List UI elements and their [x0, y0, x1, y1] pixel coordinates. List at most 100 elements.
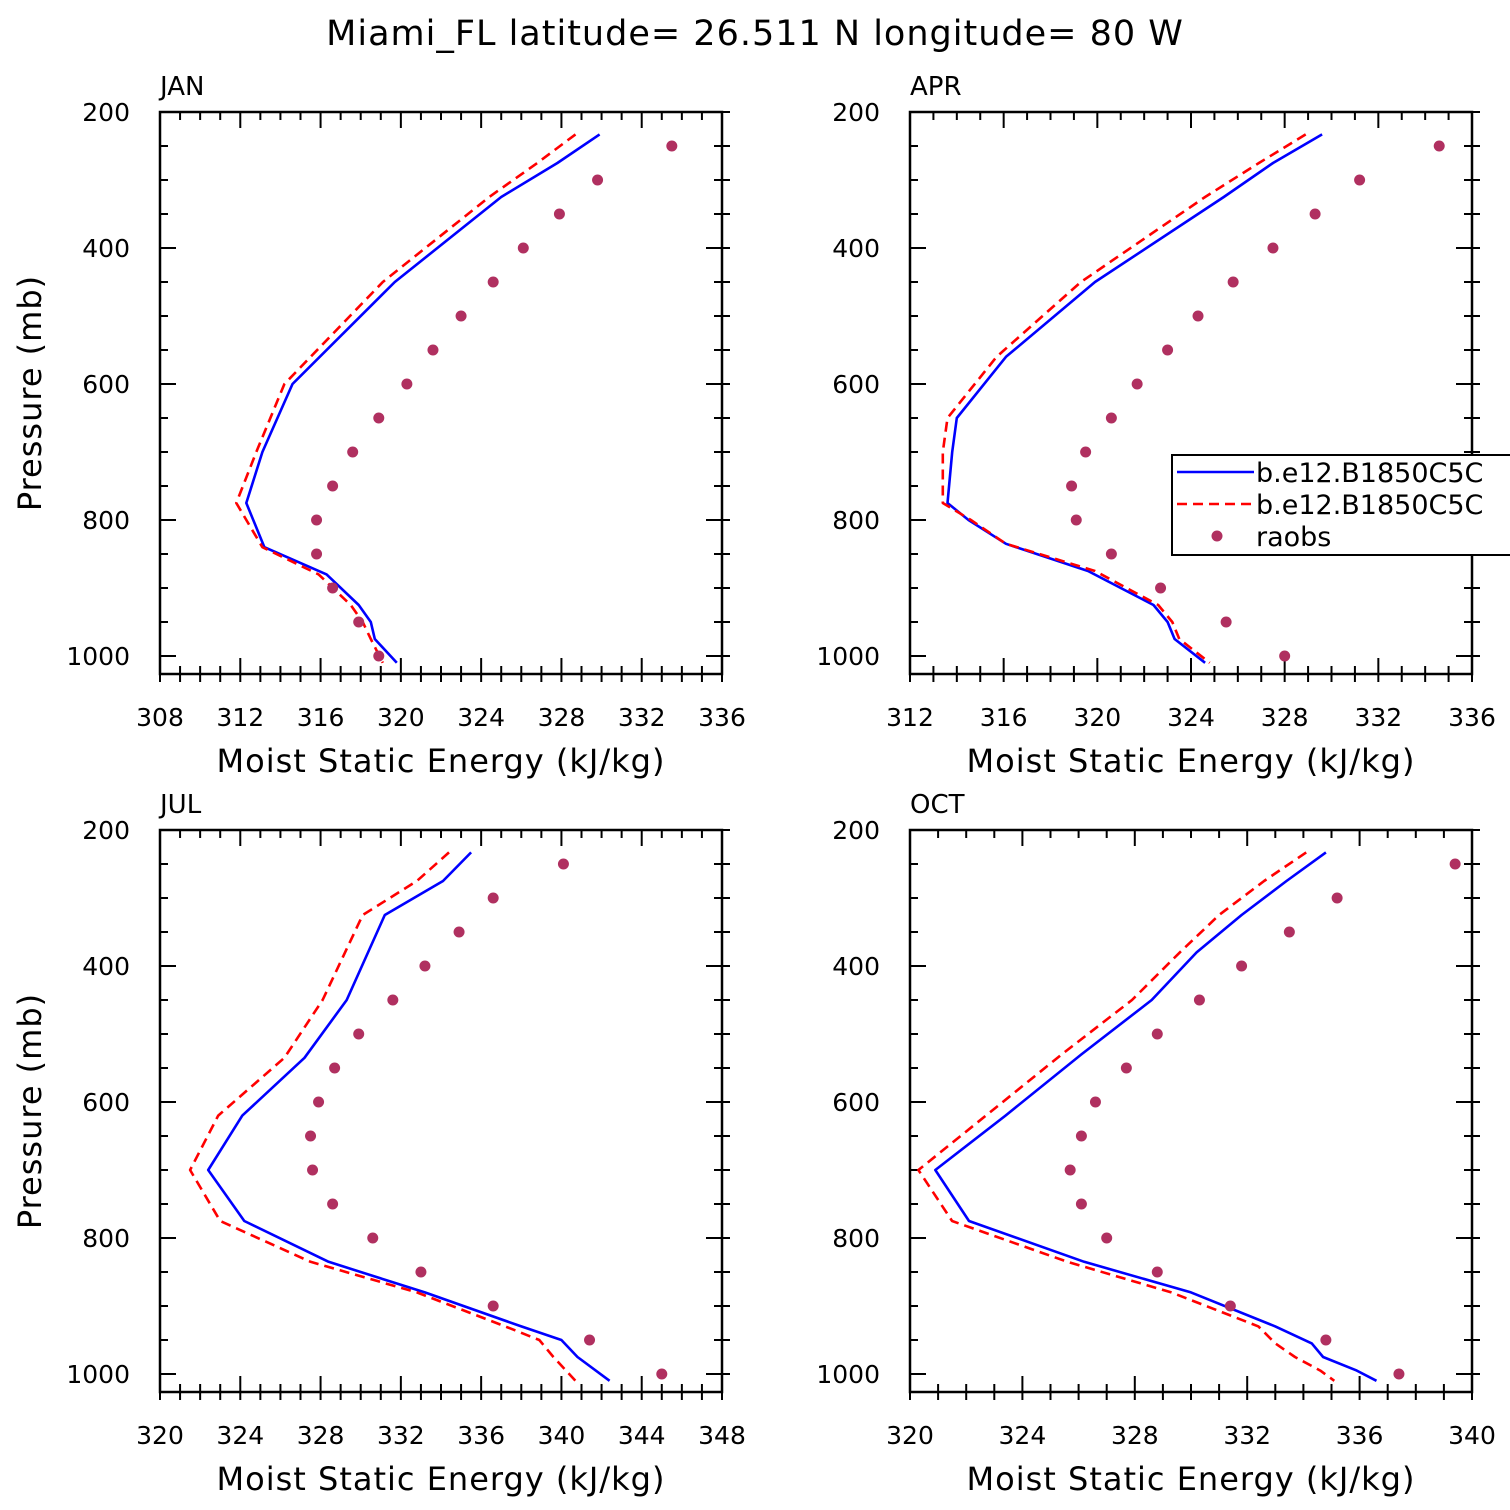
y-tick-label: 800	[82, 1224, 130, 1253]
x-tick-label: 312	[216, 703, 264, 732]
y-tick-label: 600	[832, 1088, 880, 1117]
raobs-point	[373, 650, 385, 662]
raobs-point	[1131, 378, 1143, 390]
x-axis-label: Moist Static Energy (kJ/kg)	[217, 1460, 666, 1498]
x-tick-label: 328	[297, 1421, 345, 1450]
raobs-point	[1101, 1232, 1113, 1244]
raobs-point	[592, 174, 604, 186]
raobs-point	[1075, 1198, 1087, 1210]
y-tick-label: 400	[832, 234, 880, 263]
page-title: Miami_FL latitude= 26.511 N longitude= 8…	[326, 14, 1184, 54]
panel-label: APR	[910, 72, 962, 102]
y-tick-label: 800	[832, 1224, 880, 1253]
x-tick-label: 336	[1448, 703, 1496, 732]
y-tick-label: 800	[82, 506, 130, 535]
series-line-model-1	[933, 851, 1378, 1382]
x-tick-label: 340	[1448, 1421, 1496, 1450]
panel-jan: 308 312 316 320 324 328 332 336 200 400 600 800 1000…	[11, 72, 746, 780]
raobs-point	[1227, 276, 1239, 288]
x-axis-label: Moist Static Energy (kJ/kg)	[967, 1460, 1416, 1498]
raobs-point	[453, 926, 465, 938]
raobs-point	[347, 446, 359, 458]
raobs-point	[353, 1028, 365, 1040]
x-axis-label: Moist Static Energy (kJ/kg)	[967, 742, 1416, 780]
series-line-model-1	[245, 133, 601, 664]
raobs-point	[1283, 926, 1295, 938]
raobs-point	[487, 276, 499, 288]
raobs-point	[1193, 994, 1205, 1006]
y-tick-label: 600	[82, 370, 130, 399]
series-line-model-2	[917, 851, 1336, 1382]
x-tick-label: 332	[1354, 703, 1402, 732]
x-tick-label: 332	[1223, 1421, 1271, 1450]
raobs-point	[1155, 582, 1167, 594]
raobs-point	[1279, 650, 1291, 662]
raobs-point	[327, 480, 339, 492]
raobs-point	[415, 1266, 427, 1278]
x-tick-label: 324	[999, 1421, 1047, 1450]
raobs-point	[1105, 412, 1117, 424]
x-tick-label: 308	[136, 703, 184, 732]
raobs-point	[1331, 892, 1343, 904]
panel-jul: 320 324 328 332 336 340 344 348 200 400 600 800 1000…	[11, 790, 746, 1498]
x-tick-label: 336	[698, 703, 746, 732]
x-tick-label: 340	[538, 1421, 586, 1450]
y-tick-label: 800	[832, 506, 880, 535]
x-tick-label: 328	[538, 703, 586, 732]
raobs-point	[1267, 242, 1279, 254]
panel-oct: 320 324 328 332 336 340 200 400 600 800 1000 OCT Moi…	[816, 790, 1495, 1498]
raobs-point	[311, 514, 323, 526]
panel-label: JUL	[158, 790, 202, 820]
raobs-point	[1151, 1266, 1163, 1278]
y-tick-label: 600	[832, 370, 880, 399]
raobs-point	[487, 892, 499, 904]
raobs-point	[327, 1198, 339, 1210]
raobs-point	[1236, 960, 1248, 972]
x-tick-label: 328	[1111, 1421, 1159, 1450]
panel-label: JAN	[158, 72, 204, 102]
y-tick-label: 200	[82, 98, 130, 127]
plot-data	[188, 851, 668, 1382]
raobs-point	[1080, 446, 1092, 458]
raobs-point	[313, 1096, 325, 1108]
raobs-point	[656, 1368, 668, 1380]
raobs-point	[455, 310, 467, 322]
y-axis-label: Pressure (mb)	[11, 275, 49, 511]
panel-apr: 312 316 320 324 328 332 336 200 400 600 800 1000 APR…	[816, 72, 1495, 780]
y-tick-label: 600	[82, 1088, 130, 1117]
series-line-model-1	[206, 851, 611, 1382]
plot-data	[235, 133, 678, 664]
raobs-point	[373, 412, 385, 424]
panel-label: OCT	[910, 790, 965, 820]
y-tick-label: 1000	[66, 642, 130, 671]
raobs-point	[401, 378, 413, 390]
x-tick-label: 348	[698, 1421, 746, 1450]
y-tick-label: 200	[832, 98, 880, 127]
plot-frame	[908, 828, 1474, 1394]
x-axis-label: Moist Static Energy (kJ/kg)	[217, 742, 666, 780]
raobs-point	[517, 242, 529, 254]
legend-entry-label: b.e12.B1850C5C	[1256, 458, 1483, 489]
y-tick-label: 200	[82, 816, 130, 845]
raobs-point	[557, 858, 569, 870]
y-tick-label: 400	[82, 234, 130, 263]
raobs-point	[1070, 514, 1082, 526]
x-tick-label: 316	[297, 703, 345, 732]
raobs-point	[584, 1334, 596, 1346]
x-tick-label: 312	[886, 703, 934, 732]
x-tick-label: 320	[136, 1421, 184, 1450]
raobs-point	[311, 548, 323, 560]
raobs-point	[1192, 310, 1204, 322]
raobs-point	[367, 1232, 379, 1244]
raobs-point	[1354, 174, 1366, 186]
raobs-point	[1220, 616, 1232, 628]
y-tick-label: 1000	[816, 1360, 880, 1389]
x-tick-label: 324	[216, 1421, 264, 1450]
legend-raobs-marker	[1211, 530, 1223, 542]
series-line-model-1	[946, 133, 1323, 664]
raobs-point	[419, 960, 431, 972]
raobs-point	[427, 344, 439, 356]
y-tick-label: 1000	[816, 642, 880, 671]
raobs-point	[307, 1164, 319, 1176]
